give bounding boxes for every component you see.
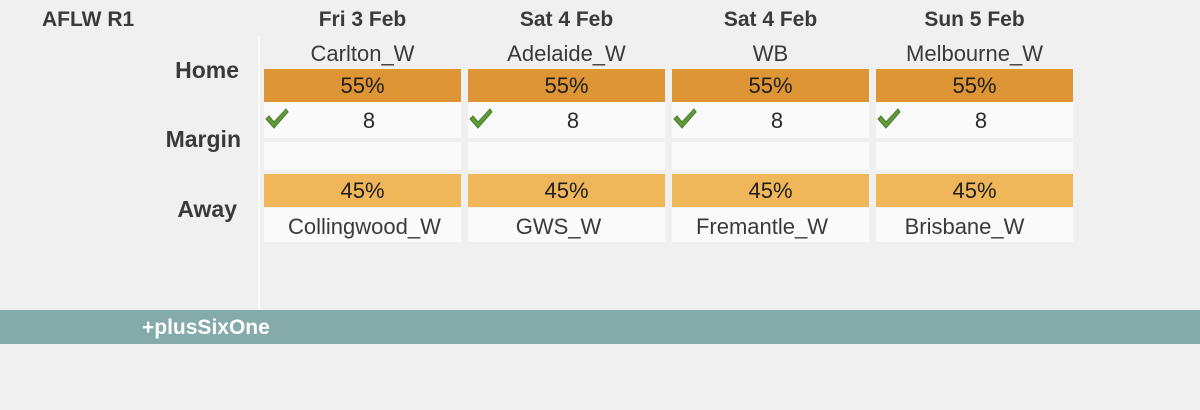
margin-value: 8	[974, 108, 988, 133]
away-team-row-background	[876, 208, 1073, 242]
away-team-name: Brisbane_W	[904, 214, 1025, 239]
away-percentage-bar: 45%	[264, 174, 461, 207]
home-percentage-bar: 55%	[468, 69, 665, 102]
row-label-margin: Margin	[165, 126, 241, 152]
blank-row-background	[876, 142, 1073, 170]
round-title: AFLW R1	[42, 8, 135, 31]
away-percentage-bar: 45%	[876, 174, 1073, 207]
margin-row-background	[876, 102, 1073, 138]
away-team-name: Fremantle_W	[695, 214, 829, 239]
margin-row-background	[672, 102, 869, 138]
footer-band	[0, 310, 1200, 344]
home-percentage-bar: 55%	[876, 69, 1073, 102]
match-date: Fri 3 Feb	[318, 8, 407, 31]
match-date: Sat 4 Feb	[519, 8, 614, 31]
match-date: Sat 4 Feb	[723, 8, 818, 31]
margin-row-background	[468, 102, 665, 138]
check-icon	[265, 108, 289, 129]
blank-row-background	[672, 142, 869, 170]
match-column: Sat 4 Feb WB 55% 8 45% Fremantle_W	[672, 0, 869, 300]
blank-row-background	[468, 142, 665, 170]
match-column: Sat 4 Feb Adelaide_W 55% 8 45% GWS_W	[468, 0, 665, 300]
home-team-name: Adelaide_W	[507, 41, 626, 66]
blank-row-background	[264, 142, 461, 170]
row-label-away: Away	[177, 196, 237, 222]
margin-value: 8	[770, 108, 784, 133]
margin-value: 8	[566, 108, 580, 133]
home-percentage-bar: 55%	[264, 69, 461, 102]
match-column: Fri 3 Feb Carlton_W 55% 8 45% Collingwoo…	[264, 0, 461, 300]
away-percentage-bar: 45%	[672, 174, 869, 207]
away-team-name: GWS_W	[515, 214, 602, 239]
away-percentage-bar: 45%	[468, 174, 665, 207]
margin-row-background	[264, 102, 461, 138]
home-percentage-bar: 55%	[672, 69, 869, 102]
away-team-name: Collingwood_W	[288, 214, 441, 239]
check-icon	[673, 108, 697, 129]
home-team-name: Melbourne_W	[906, 41, 1043, 66]
brand-name: +plusSixOne	[142, 316, 270, 339]
away-team-row-background	[468, 208, 665, 242]
margin-value: 8	[362, 108, 376, 133]
match-column: Sun 5 Feb Melbourne_W 55% 8 45% Brisbane…	[876, 0, 1073, 300]
check-icon	[469, 108, 493, 129]
home-team-name: Carlton_W	[310, 41, 415, 66]
away-team-row-background	[264, 208, 461, 242]
row-label-home: Home	[175, 57, 239, 83]
away-team-row-background	[672, 208, 869, 242]
match-date: Sun 5 Feb	[924, 8, 1025, 31]
home-team-name: WB	[752, 41, 789, 66]
check-icon	[877, 108, 901, 129]
column-divider	[258, 36, 260, 310]
